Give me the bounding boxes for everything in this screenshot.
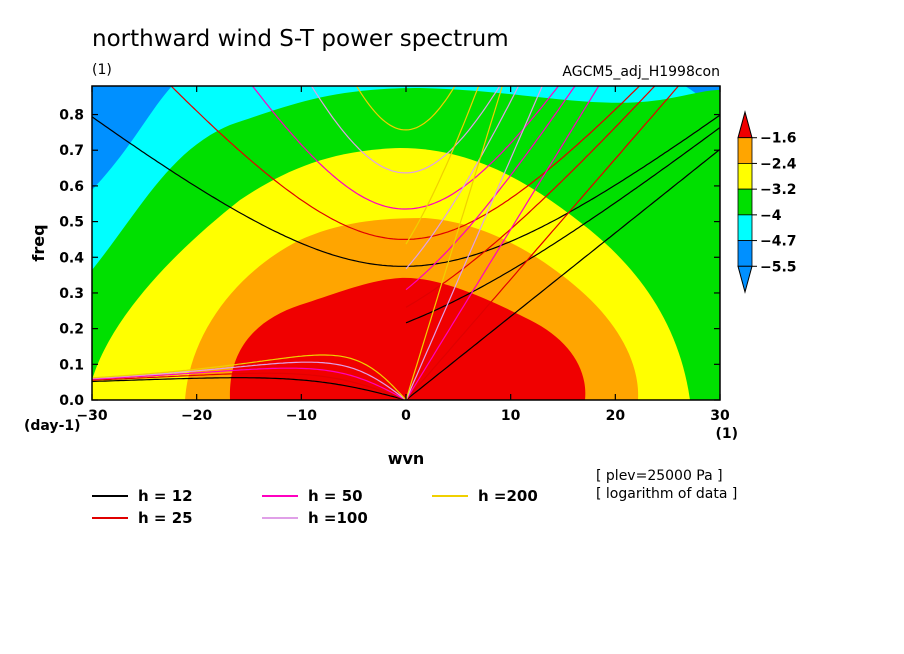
chart-title: northward wind S-T power spectrum — [92, 26, 509, 52]
level-fill-blue-topleft — [92, 86, 172, 190]
colorbar-segment — [737, 163, 753, 190]
x-tick-label: 0 — [401, 408, 411, 424]
note-plev: [ plev=25000 Pa ] — [596, 468, 723, 484]
curve-kelvin-h100 — [405, 86, 543, 400]
unit-top-left: (1) — [92, 62, 112, 78]
curve-inertia-gravity-h12 — [92, 114, 720, 267]
colorbar-label: −5.5 — [760, 259, 797, 275]
curve-inertia-gravity-h50 — [251, 86, 560, 210]
curve-inertia-gravity-h25 — [170, 86, 641, 240]
y-unit-label: (day-1) — [24, 418, 81, 434]
curve-mixed-rossby-gravity-h25 — [405, 86, 656, 308]
x-tick-label: −20 — [181, 408, 212, 424]
legend-label: h =100 — [308, 509, 368, 527]
colorbar-label: −2.4 — [760, 156, 797, 172]
y-tick-label: 0.1 — [59, 357, 84, 373]
curve-inertia-gravity-h100 — [310, 86, 501, 174]
y-tick-label: 0.0 — [59, 393, 84, 409]
y-tick-label: 0.8 — [59, 108, 84, 124]
curve-rossby-h25 — [92, 372, 407, 400]
x-unit-label: (1) — [715, 426, 738, 442]
colorbar-segment — [737, 240, 753, 267]
curve-rossby-h200 — [92, 354, 407, 400]
curve-mixed-rossby-gravity-h100 — [405, 86, 520, 270]
colorbar-segment — [737, 214, 753, 241]
dispersion-curves — [92, 86, 720, 400]
x-axis-label: wvn — [388, 449, 425, 468]
y-tick-label: 0.4 — [59, 250, 84, 266]
curve-mixed-rossby-gravity-h200 — [405, 86, 480, 245]
y-tick-label: 0.3 — [59, 286, 84, 302]
legend-label: h =200 — [478, 487, 538, 505]
y-axis-label: freq — [29, 224, 48, 261]
colorbar: −1.6 −2.4 −3.2 −4 −4.7 −5.5 — [737, 110, 797, 294]
colorbar-bottom-arrow — [737, 265, 753, 294]
y-tick-label: 0.2 — [59, 322, 84, 338]
colorbar-segment — [737, 188, 753, 216]
colorbar-label: −1.6 — [760, 131, 797, 147]
x-tick-label: −10 — [286, 408, 317, 424]
colorbar-label: −4.7 — [760, 234, 797, 250]
colorbar-top-arrow — [737, 110, 753, 139]
curve-mixed-rossby-gravity-h12 — [405, 127, 720, 324]
colorbar-label: −4 — [760, 208, 782, 224]
curve-kelvin-h12 — [405, 148, 720, 400]
legend-label: h = 12 — [138, 487, 193, 505]
legend: h = 12 h = 25 h = 50 h =100 h =200 — [92, 487, 538, 527]
note-logarithm: [ logarithm of data ] — [596, 486, 737, 502]
colorbar-segment — [737, 137, 753, 164]
curve-inertia-gravity-h200 — [355, 86, 456, 131]
experiment-label: AGCM5_adj_H1998con — [562, 64, 720, 80]
curve-mixed-rossby-gravity-h50 — [405, 86, 576, 291]
y-tick-label: 0.5 — [59, 215, 84, 231]
curve-rossby-h50 — [92, 367, 407, 400]
curve-kelvin-h50 — [405, 86, 600, 400]
x-tick-label: 20 — [606, 408, 626, 424]
x-tick-label: −30 — [76, 408, 107, 424]
legend-label: h = 25 — [138, 509, 193, 527]
curve-kelvin-h200 — [405, 86, 503, 400]
y-tick-label: 0.6 — [59, 179, 84, 195]
y-tick-label: 0.7 — [59, 143, 84, 159]
colorbar-label: −3.2 — [760, 182, 797, 198]
x-tick-label: 10 — [501, 408, 521, 424]
axes: −30 −20 −10 0 10 20 30 0.0 0.1 0.2 0.3 0.4 0.5 0.6 0.7… — [59, 86, 730, 424]
curve-rossby-h100 — [92, 361, 407, 400]
curve-kelvin-h25 — [405, 86, 680, 400]
curve-rossby-h12 — [92, 377, 407, 400]
x-tick-label: 30 — [710, 408, 730, 424]
legend-label: h = 50 — [308, 487, 363, 505]
